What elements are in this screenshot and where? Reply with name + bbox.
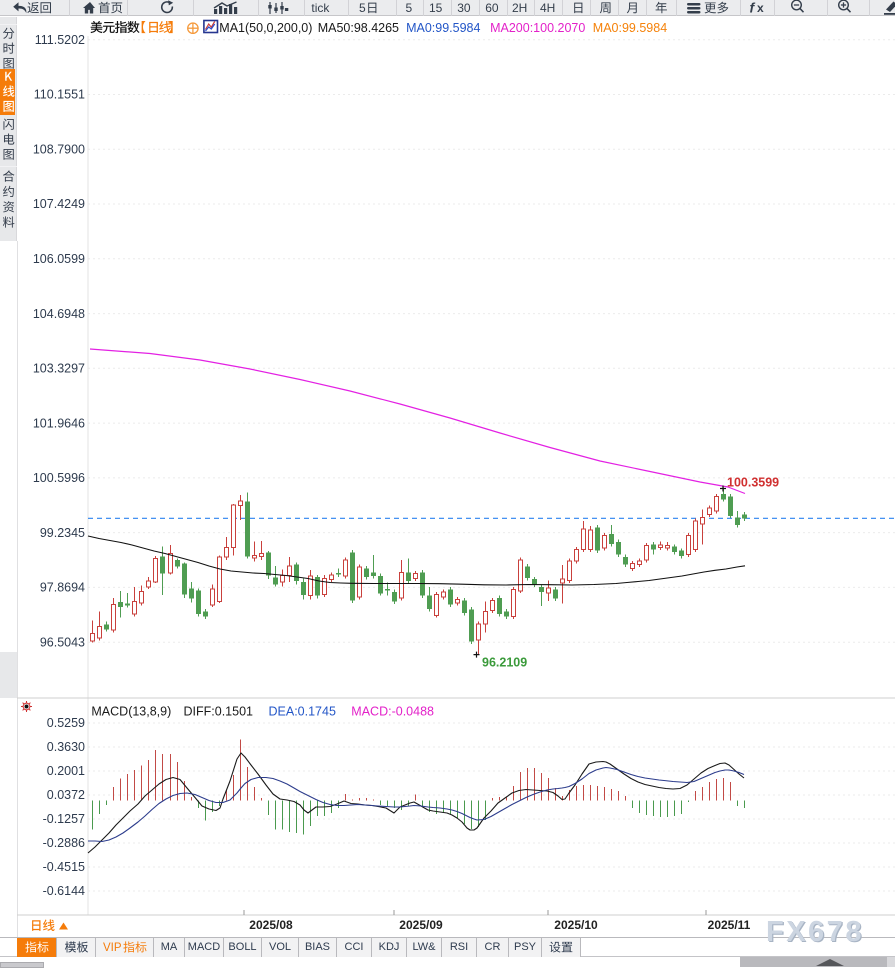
svg-text:VIP: VIP [103,942,122,954]
svg-text:60: 60 [485,1,499,15]
svg-text:106.0599: 106.0599 [33,252,85,266]
svg-text:-0.6144: -0.6144 [43,884,85,898]
svg-text:MA50:98.4265: MA50:98.4265 [318,21,399,35]
svg-text:108.7900: 108.7900 [33,142,85,156]
svg-text:MACD:-0.0488: MACD:-0.0488 [351,705,434,719]
svg-text:MA0:99.5984: MA0:99.5984 [593,21,667,35]
svg-text:x: x [757,1,764,15]
svg-text:-0.4515: -0.4515 [43,860,85,874]
svg-text:f: f [750,0,756,16]
svg-text:99.2345: 99.2345 [40,526,85,540]
svg-text:DIFF:0.1501: DIFF:0.1501 [184,705,254,719]
svg-text:110.1551: 110.1551 [34,88,85,102]
svg-text:2025/11: 2025/11 [708,918,751,932]
svg-text:MA1(50,0,200,0): MA1(50,0,200,0) [219,21,312,35]
svg-text:2H: 2H [512,1,527,15]
svg-text:2025/08: 2025/08 [249,918,293,932]
svg-text:0.2001: 0.2001 [47,764,85,778]
svg-text:111.5202: 111.5202 [35,33,85,47]
svg-text:-0.2886: -0.2886 [43,836,85,850]
svg-text:MACD(13,8,9): MACD(13,8,9) [91,705,171,719]
svg-text:104.6948: 104.6948 [33,307,85,321]
svg-text:103.3297: 103.3297 [33,362,85,376]
svg-text:-0.1257: -0.1257 [43,812,85,826]
svg-text:DEA:0.1745: DEA:0.1745 [269,705,336,719]
svg-text:15: 15 [429,1,443,15]
svg-text:tick: tick [311,1,330,15]
svg-text:107.4249: 107.4249 [33,197,85,211]
svg-text:96.2109: 96.2109 [482,656,527,670]
svg-text:101.9646: 101.9646 [33,416,85,430]
svg-text:MA200:100.2070: MA200:100.2070 [490,21,585,35]
svg-text:5: 5 [359,1,366,15]
svg-text:2025/10: 2025/10 [554,918,598,932]
svg-text:0.3630: 0.3630 [47,740,85,754]
svg-text:96.5043: 96.5043 [40,635,85,649]
svg-text:2025/09: 2025/09 [399,918,443,932]
svg-text:0.5259: 0.5259 [47,716,85,730]
svg-text:100.3599: 100.3599 [727,476,779,490]
svg-text:97.8694: 97.8694 [40,581,85,595]
svg-text:0.0372: 0.0372 [47,788,85,802]
svg-text:100.5996: 100.5996 [33,471,85,485]
svg-text:5: 5 [406,1,413,15]
svg-text:4H: 4H [540,1,555,15]
svg-text:MA0:99.5984: MA0:99.5984 [406,21,480,35]
svg-text:30: 30 [457,1,471,15]
